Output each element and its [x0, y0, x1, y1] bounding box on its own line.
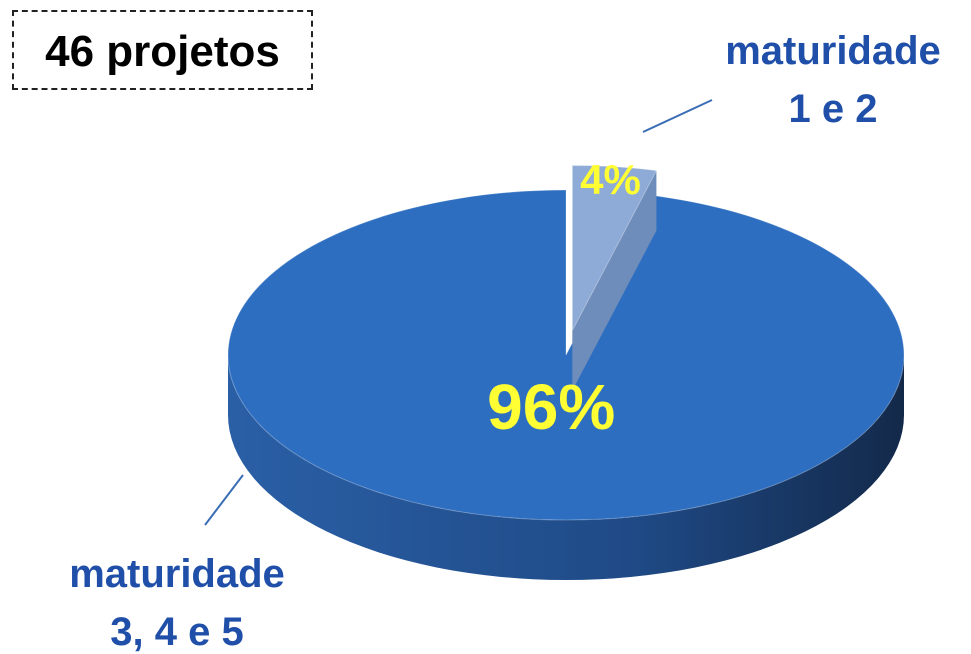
category-label: maturidade 3, 4 e 5	[69, 552, 285, 654]
pie-slice	[571, 164, 658, 391]
slice-top	[571, 164, 658, 331]
slice-top	[227, 189, 905, 521]
category-label: maturidade 1 e 2	[725, 29, 941, 131]
value-label: 96%	[487, 371, 615, 443]
leader-line	[204, 474, 244, 526]
slice-face	[572, 170, 657, 391]
value-label: 4%	[580, 156, 641, 203]
pie-slice	[227, 189, 905, 580]
leader-line	[642, 99, 713, 133]
annotation-box: 46 projetos	[12, 10, 313, 90]
slice-side	[228, 355, 904, 580]
